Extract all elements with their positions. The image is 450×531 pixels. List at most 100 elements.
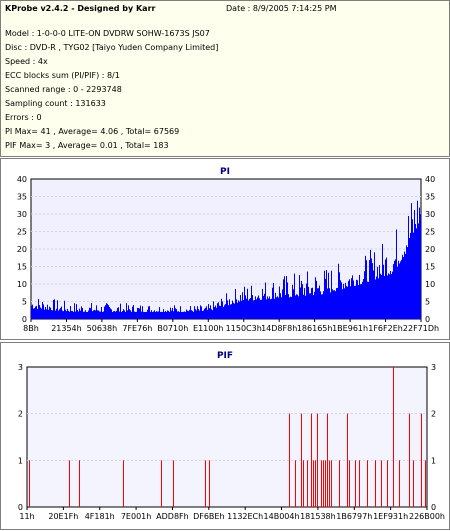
pi-bar: [175, 308, 176, 319]
pi-bar: [229, 299, 230, 319]
pi-y-tick-label-left: 35: [17, 193, 27, 202]
pi-bar: [65, 309, 66, 319]
pi-bar: [273, 282, 274, 319]
pi-bar: [37, 308, 38, 319]
pi-bar: [227, 300, 228, 319]
pi-bar: [340, 280, 341, 319]
pi-bar: [336, 288, 337, 319]
pi-bar: [58, 310, 59, 319]
pi-bar: [297, 294, 298, 319]
pi-bar: [51, 310, 52, 319]
pi-bar: [246, 298, 247, 319]
pi-bar: [131, 311, 132, 319]
pif-x-tick-label: 1B6797h: [336, 512, 372, 521]
pif-bar: [209, 460, 210, 507]
pi-bar: [245, 295, 246, 319]
pi-bar: [219, 305, 220, 319]
pi-bar: [109, 306, 110, 319]
pi-bar: [268, 298, 269, 319]
pi-bar: [265, 282, 266, 319]
pi-bar: [341, 282, 342, 319]
pi-bar: [339, 272, 340, 319]
pi-bar: [226, 293, 227, 319]
pi-bar: [86, 311, 87, 319]
pi-bar: [364, 271, 365, 319]
pif-chart-panel: PIF 0 0 1 1 2 2 3 3 11h 20E1Fh 4F181h 7E001h ADD8Fh D…: [0, 342, 450, 530]
pi-bar: [263, 295, 264, 319]
pi-bar: [89, 307, 90, 319]
pif-bar: [421, 413, 422, 507]
pif-bar: [347, 413, 348, 507]
pi-bar: [368, 281, 369, 319]
pi-bar: [113, 311, 114, 319]
pi-bar: [289, 297, 290, 319]
pi-bar: [328, 272, 329, 319]
pif-x-tick-label: 20E1Fh: [48, 512, 78, 521]
pif-bar: [425, 460, 426, 507]
pi-bar: [372, 263, 373, 319]
pi-bar: [53, 300, 54, 319]
pi-bar: [117, 307, 118, 319]
pi-bar: [56, 308, 57, 319]
pi-bar: [123, 309, 124, 319]
pi-bar: [406, 245, 407, 319]
pi-bar: [236, 299, 237, 319]
pi-bar: [286, 275, 287, 319]
pi-bar: [355, 285, 356, 319]
pi-bar: [63, 311, 64, 319]
pi-bar: [173, 311, 174, 319]
pi-bar: [165, 310, 166, 319]
pif-bar: [79, 460, 80, 507]
pif-bar: [295, 460, 296, 507]
pi-bar: [164, 311, 165, 319]
pi-y-tick-label-right: 25: [425, 228, 435, 237]
pi-x-tick-label: 1BE961h: [332, 324, 368, 333]
pi-bar: [418, 223, 419, 319]
pi-bar: [207, 309, 208, 319]
pi-plot-area: 0 0 5 5 10 10 15 15 20 20 25 25 30 30 35 35 40 40 8Bh 21354…: [17, 175, 439, 333]
pi-bar: [252, 295, 253, 319]
pi-bar: [147, 309, 148, 319]
pi-bar: [171, 310, 172, 319]
pi-chart-panel: PI 0 0 5 5 10 10 15 15 20 20 25 25 30 30 35 35 40 40 8Bh 21…: [0, 158, 450, 340]
pi-bar: [408, 216, 409, 319]
pi-bar: [354, 285, 355, 319]
pi-bar: [353, 280, 354, 319]
pif-chart: PIF 0 0 1 1 2 2 3 3 11h 20E1Fh 4F181h 7E001h ADD8Fh D…: [18, 351, 445, 521]
pi-bar: [278, 297, 279, 319]
pi-bar: [282, 289, 283, 319]
pi-bar: [319, 285, 320, 319]
pi-bar: [371, 258, 372, 319]
pi-bar: [90, 308, 91, 319]
pi-bar: [379, 265, 380, 319]
pi-bar: [154, 310, 155, 319]
pi-bar: [203, 310, 204, 319]
pi-bar: [45, 307, 46, 319]
pi-bar: [40, 307, 41, 319]
pi-bar: [313, 295, 314, 319]
pi-bar: [411, 203, 412, 319]
pi-bar: [82, 308, 83, 319]
pi-bar: [133, 305, 134, 319]
pi-bar: [362, 281, 363, 319]
pi-bar: [348, 280, 349, 319]
pi-bar: [405, 253, 406, 319]
pi-bar: [88, 310, 89, 319]
pi-bar: [284, 276, 285, 319]
pi-bar: [378, 278, 379, 319]
pi-y-tick-label-right: 0: [425, 315, 430, 324]
pi-bar: [299, 275, 300, 319]
pi-bar: [108, 305, 109, 319]
pi-bar: [72, 310, 73, 319]
pi-x-tick-label: 22F71Dh: [403, 324, 439, 333]
pi-bar: [303, 294, 304, 319]
pi-bar: [140, 305, 141, 319]
pi-bar: [168, 310, 169, 319]
pi-bar: [213, 301, 214, 319]
pi-bar: [271, 298, 272, 319]
pi-bar: [190, 306, 191, 319]
pi-bar: [223, 306, 224, 319]
pi-bar: [66, 311, 67, 319]
pi-bar: [76, 304, 77, 319]
pi-bar: [356, 279, 357, 319]
